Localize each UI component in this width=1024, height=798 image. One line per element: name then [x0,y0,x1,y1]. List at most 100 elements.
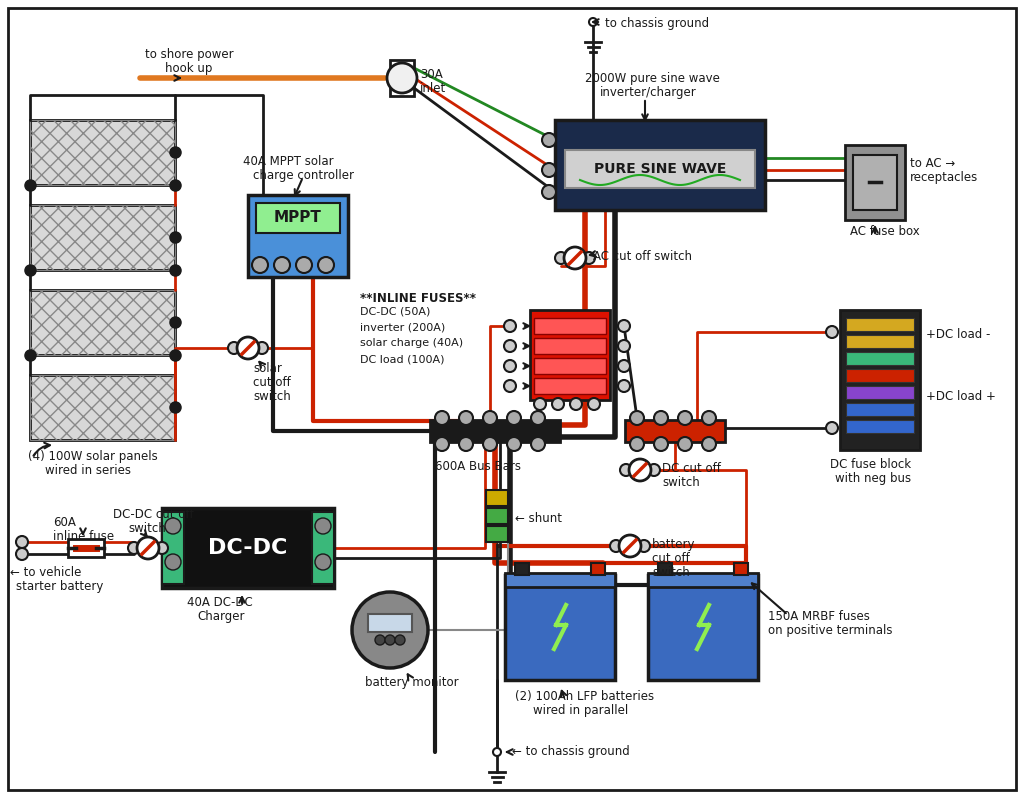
Text: battery: battery [652,538,695,551]
Bar [30,120,175,185]
Bar [591,563,605,575]
Text: on positive terminals: on positive terminals [768,624,893,637]
Text: AC cut off switch: AC cut off switch [593,250,692,263]
Bar [530,310,610,400]
Bar [368,614,412,632]
Text: 60A: 60A [53,516,76,529]
Circle shape [504,380,516,392]
Circle shape [702,411,716,425]
Circle shape [588,398,600,410]
Bar [256,203,340,233]
Bar [846,369,914,382]
Bar [534,338,606,354]
Bar [312,512,334,584]
Text: ← to vehicle: ← to vehicle [10,566,81,579]
Circle shape [507,437,521,451]
Text: DC-DC: DC-DC [208,538,288,558]
Circle shape [256,342,268,354]
Text: battery monitor: battery monitor [365,676,459,689]
Circle shape [620,464,632,476]
Circle shape [137,537,159,559]
Text: with neg bus: with neg bus [835,472,911,485]
Circle shape [542,185,556,199]
Circle shape [531,411,545,425]
Bar [846,386,914,399]
Circle shape [648,464,660,476]
Text: 40A MPPT solar: 40A MPPT solar [243,155,334,168]
Text: 40A DC-DC: 40A DC-DC [187,596,253,609]
Text: (2) 100Ah LFP batteries: (2) 100Ah LFP batteries [515,690,654,703]
Circle shape [638,540,650,552]
Circle shape [228,342,240,354]
Bar [846,335,914,348]
Text: +DC load -: +DC load - [926,328,990,341]
Circle shape [610,540,622,552]
Circle shape [315,554,331,570]
Circle shape [654,411,668,425]
Text: 600A Bus Bars: 600A Bus Bars [435,460,521,473]
Circle shape [252,257,268,273]
Bar [534,318,606,334]
Circle shape [654,437,668,451]
Text: ← to chassis ground: ← to chassis ground [512,745,630,759]
Text: switch: switch [128,522,166,535]
Bar [30,375,175,440]
Circle shape [618,360,630,372]
Text: switch: switch [652,566,690,579]
Circle shape [542,133,556,147]
Text: starter battery: starter battery [16,580,103,593]
Bar [555,120,765,210]
Circle shape [375,635,385,645]
Circle shape [507,411,521,425]
Text: switch: switch [662,476,699,489]
Circle shape [630,411,644,425]
Bar [515,563,529,575]
Circle shape [296,257,312,273]
Text: DC-DC (50A): DC-DC (50A) [360,306,430,316]
Bar [846,352,914,365]
Circle shape [385,635,395,645]
Text: cut off: cut off [253,376,291,389]
Bar [853,155,897,210]
Bar [390,60,414,96]
Circle shape [531,437,545,451]
Bar [30,205,175,270]
Bar [486,508,508,524]
Circle shape [504,340,516,352]
Text: wired in parallel: wired in parallel [534,704,629,717]
Text: **INLINE FUSES**: **INLINE FUSES** [360,292,476,305]
Text: to chassis ground: to chassis ground [605,17,710,30]
Circle shape [483,411,497,425]
Text: solar: solar [253,362,282,375]
Circle shape [315,518,331,534]
Bar [505,573,615,587]
Circle shape [459,411,473,425]
Circle shape [435,411,449,425]
Circle shape [165,518,181,534]
Circle shape [555,252,567,264]
Circle shape [630,437,644,451]
Text: 2000W pure sine wave: 2000W pure sine wave [585,72,720,85]
Circle shape [618,340,630,352]
Circle shape [542,163,556,177]
Circle shape [570,398,582,410]
Bar [734,563,748,575]
Circle shape [504,320,516,332]
Bar [248,195,348,277]
Text: inverter/charger: inverter/charger [600,86,696,99]
Circle shape [504,360,516,372]
Text: 30A: 30A [420,68,442,81]
Bar [534,378,606,394]
Bar [30,290,175,355]
Text: (4) 100W solar panels: (4) 100W solar panels [28,450,158,463]
Text: ← shunt: ← shunt [515,512,562,525]
Circle shape [352,592,428,668]
Bar [30,205,175,270]
Bar [648,573,758,587]
Bar [840,310,920,450]
Circle shape [16,548,28,560]
Text: to shore power: to shore power [145,48,233,61]
Circle shape [459,437,473,451]
Text: to AC →: to AC → [910,157,955,170]
Circle shape [552,398,564,410]
